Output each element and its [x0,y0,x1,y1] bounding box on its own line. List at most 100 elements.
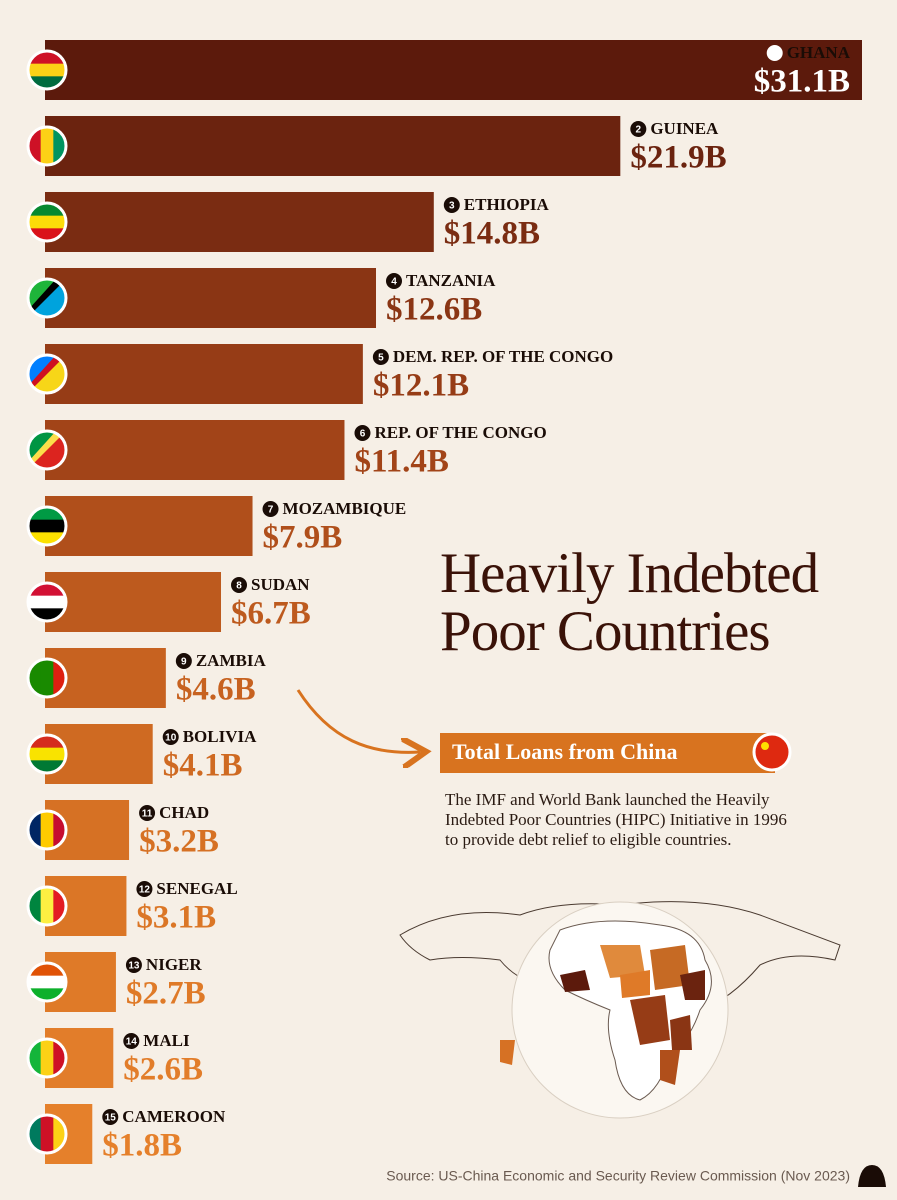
value-label: $6.7B [231,596,311,632]
rank-label: 4 [391,277,397,288]
bar [45,420,345,480]
rank-badge [231,577,248,593]
bar [45,192,434,252]
value-label: $14.8B [444,216,540,252]
flag-border [26,429,68,471]
value-label: $2.7B [126,976,206,1012]
rank-label: 11 [142,809,153,820]
flag [26,733,68,775]
rank-badge [139,805,156,821]
value-label: $3.1B [136,900,216,936]
flag-stripe [40,887,54,925]
bar [45,116,621,176]
country-label: GUINEA [650,119,719,138]
flag-stripe [40,811,54,849]
flag-stripe [40,127,54,165]
flag [26,201,68,243]
flag-stripe [28,595,66,609]
flag [26,885,68,927]
source: Source: US-China Economic and Security R… [386,1168,850,1184]
value-label: $7.9B [263,520,343,556]
flag-border [26,1113,68,1155]
rank-label: 15 [105,1113,117,1124]
flag-stripe [28,279,66,317]
flag-stripe [28,519,66,533]
flag-border [26,581,68,623]
flag-border [26,1037,68,1079]
flag [26,657,68,699]
flag-border [26,49,68,91]
bar [45,268,377,328]
bar [45,572,222,632]
flag-border [26,125,68,167]
country-label: ZAMBIA [196,651,267,670]
country-label: CAMEROON [122,1107,226,1126]
country-label: SENEGAL [156,879,237,898]
value-label: $4.1B [163,748,243,784]
rank-badge [372,349,389,365]
flag [26,353,68,395]
country-label: BOLIVIA [183,727,257,746]
flag-stripe [28,975,66,989]
map [399,901,841,1119]
flag-stripe [40,1115,54,1153]
rank-label: 14 [126,1037,138,1048]
china-flag [752,732,792,772]
rank-badge [102,1109,119,1125]
flag [26,1113,68,1155]
rank-label: 3 [449,201,455,212]
flag-stripe [28,747,66,761]
rank-label: 6 [360,429,366,440]
bar [45,40,862,100]
rank-label: 1 [772,49,778,60]
rank-badge [262,501,279,517]
description: The IMF and World Bank launched the Heav… [445,790,787,849]
rank-badge [125,957,142,973]
rank-label: 12 [139,885,151,896]
rank-label: 13 [128,961,140,972]
country-label: MOZAMBIQUE [283,499,407,518]
title: Heavily Indebted Poor Countries [440,542,819,663]
value-label: $31.1B [754,64,850,100]
rank-badge [123,1033,140,1049]
flag-stripes [28,279,66,317]
flag-border [26,657,68,699]
flag-stripe [28,355,66,393]
flag [26,505,68,547]
rank-badge [354,425,371,441]
bar [45,496,253,556]
arrow [296,689,420,752]
rank-label: 8 [236,581,242,592]
flag-border [26,277,68,319]
country-label: GHANA [787,43,851,62]
rank-label: 2 [636,125,642,136]
flag-stripe [28,431,66,469]
value-label: $2.6B [123,1052,203,1088]
value-label: $12.1B [373,368,469,404]
flag [26,961,68,1003]
flag [26,809,68,851]
country-label: ETHIOPIA [464,195,550,214]
bar [45,344,363,404]
flag-border [26,505,68,547]
flag-border [26,733,68,775]
flag-border [26,353,68,395]
flag-stripe [28,215,66,229]
flag [26,125,68,167]
flag-border [26,201,68,243]
flag-stripes [28,431,66,469]
value-label: $12.6B [386,292,482,328]
country-label: CHAD [159,803,209,822]
flag [26,49,68,91]
flag-border [26,809,68,851]
country-label: REP. OF THE CONGO [374,423,546,442]
country-label: TANZANIA [406,271,496,290]
flag-stripe [40,1039,54,1077]
flag [26,581,68,623]
rank-label: 10 [165,733,177,744]
rank-label: 9 [181,657,187,668]
flag-stripe [40,659,54,697]
country-label: SUDAN [251,575,310,594]
